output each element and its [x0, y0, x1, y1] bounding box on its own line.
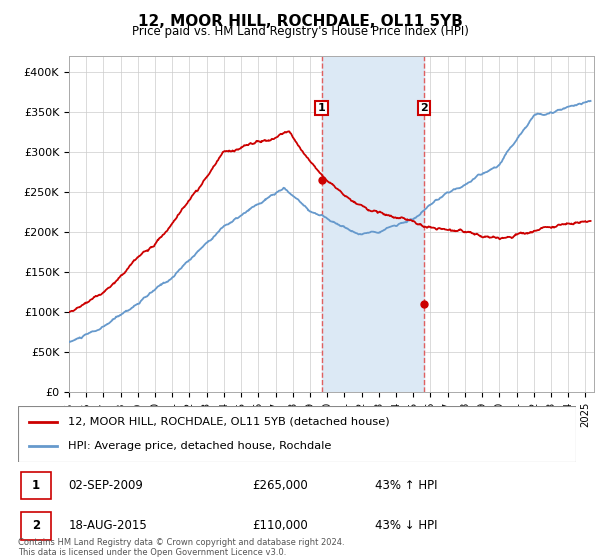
Text: 18-AUG-2015: 18-AUG-2015 — [68, 519, 147, 533]
Text: 1: 1 — [32, 479, 40, 492]
FancyBboxPatch shape — [18, 406, 576, 462]
FancyBboxPatch shape — [21, 512, 52, 540]
Text: 1: 1 — [317, 103, 325, 113]
Text: HPI: Average price, detached house, Rochdale: HPI: Average price, detached house, Roch… — [68, 441, 332, 451]
Text: £110,000: £110,000 — [253, 519, 308, 533]
Text: 12, MOOR HILL, ROCHDALE, OL11 5YB: 12, MOOR HILL, ROCHDALE, OL11 5YB — [137, 14, 463, 29]
Text: £265,000: £265,000 — [253, 479, 308, 492]
Text: 2: 2 — [32, 519, 40, 533]
Text: Price paid vs. HM Land Registry's House Price Index (HPI): Price paid vs. HM Land Registry's House … — [131, 25, 469, 38]
FancyBboxPatch shape — [21, 472, 52, 500]
Text: Contains HM Land Registry data © Crown copyright and database right 2024.
This d: Contains HM Land Registry data © Crown c… — [18, 538, 344, 557]
Text: 43% ↓ HPI: 43% ↓ HPI — [375, 519, 437, 533]
Text: 2: 2 — [420, 103, 428, 113]
Text: 02-SEP-2009: 02-SEP-2009 — [68, 479, 143, 492]
Text: 43% ↑ HPI: 43% ↑ HPI — [375, 479, 437, 492]
Bar — [322, 56, 424, 392]
Text: 12, MOOR HILL, ROCHDALE, OL11 5YB (detached house): 12, MOOR HILL, ROCHDALE, OL11 5YB (detac… — [68, 417, 390, 427]
